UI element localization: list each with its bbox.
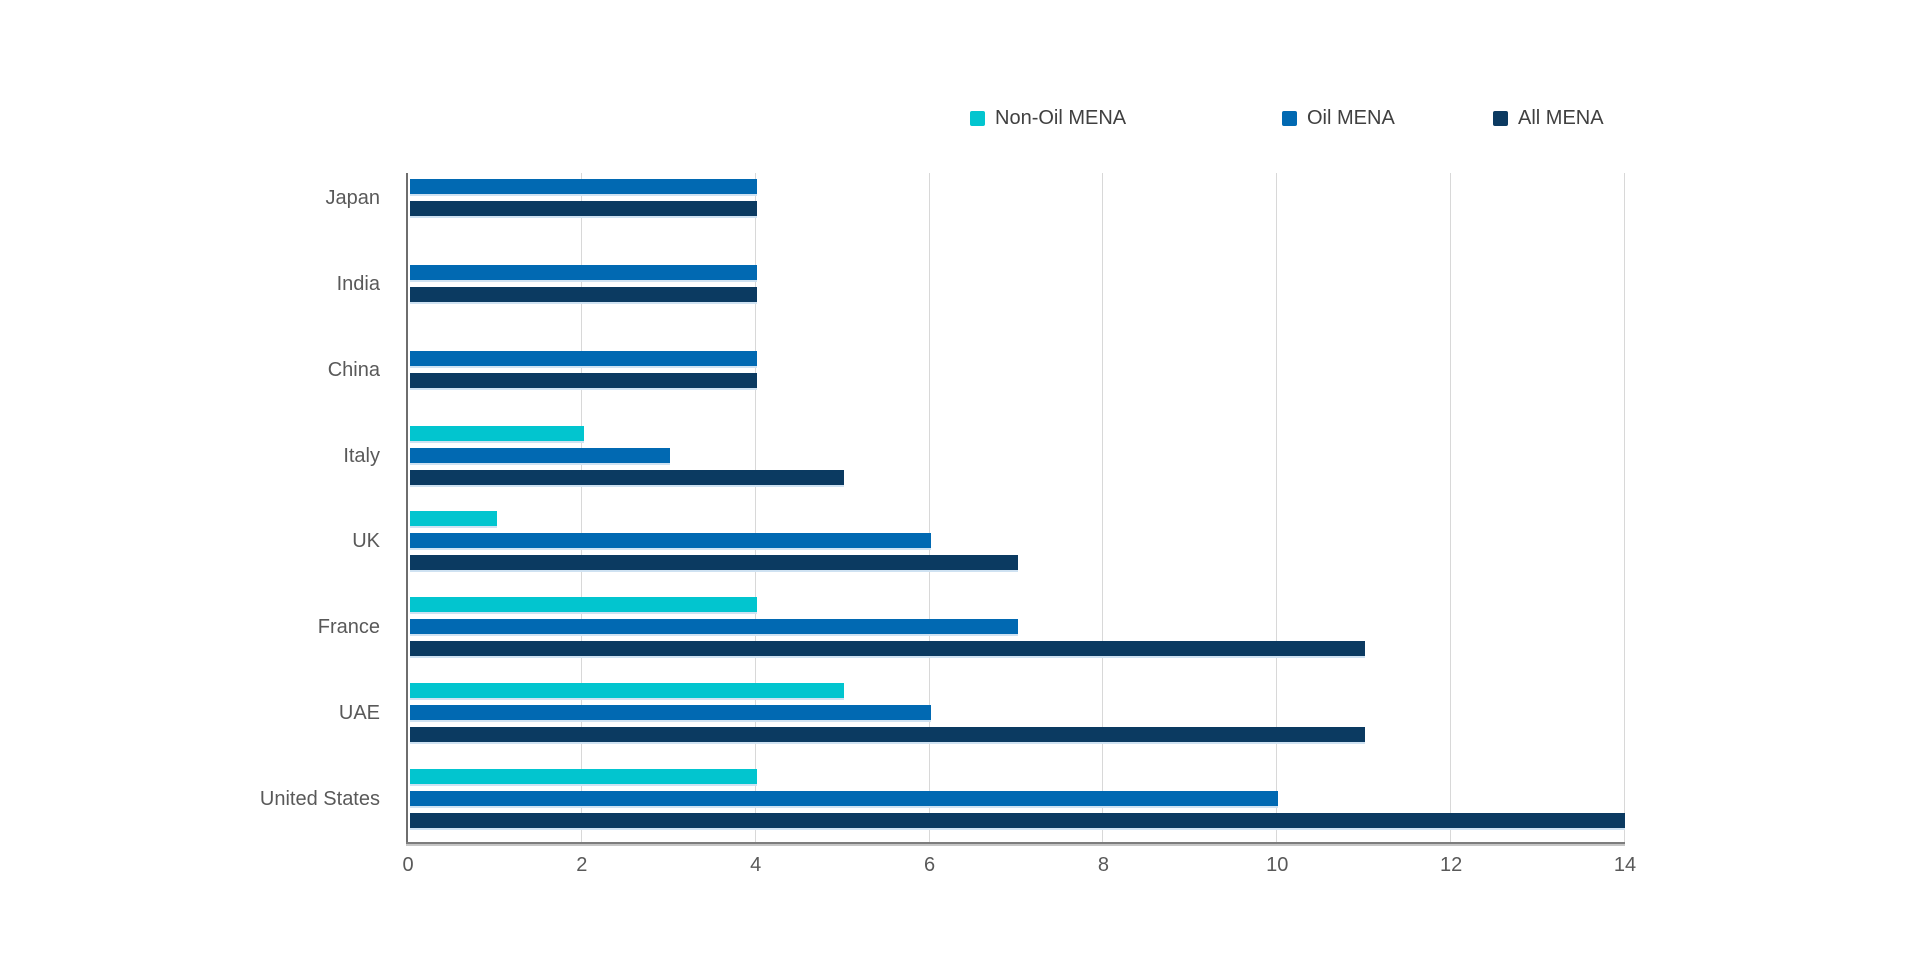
legend-label: All MENA <box>1518 107 1604 129</box>
gridline <box>928 173 930 842</box>
bar-oil-mena <box>410 447 671 465</box>
bar-all-mena <box>410 641 1365 659</box>
bar-oil-mena <box>410 704 931 722</box>
x-axis-tick-label: 12 <box>1440 854 1463 876</box>
bar-non-oil-mena <box>410 597 758 615</box>
category-row-china <box>410 328 1625 414</box>
x-axis-line <box>406 842 1625 844</box>
gridline <box>754 173 756 842</box>
x-axis-tick-label: 14 <box>1613 854 1637 876</box>
category-row-uk <box>410 499 1625 585</box>
legend-item-non-oil-mena: Non-Oil MENA <box>970 103 1126 133</box>
category-row-italy <box>410 413 1625 499</box>
legend-label: Oil MENA <box>1307 107 1395 129</box>
y-axis-label: France <box>317 616 380 639</box>
x-axis-tick-label: 6 <box>924 854 936 876</box>
category-row-uae <box>410 671 1625 757</box>
x-axis-tick-labels: 0 2 4 6 8 10 12 14 <box>402 853 1636 879</box>
bar-oil-mena <box>410 619 1018 637</box>
gridline <box>580 173 582 842</box>
bar-non-oil-mena <box>410 682 844 700</box>
y-axis-line <box>406 173 408 842</box>
y-axis-label: Japan <box>325 187 381 210</box>
legend-swatch-icon <box>1493 110 1508 126</box>
gridline <box>1102 173 1104 842</box>
plot-area <box>406 173 1625 844</box>
bar-non-oil-mena <box>410 768 758 786</box>
bar-oil-mena <box>410 533 931 551</box>
bar-non-oil-mena <box>410 511 497 529</box>
bar-oil-mena <box>410 179 758 197</box>
y-axis-label: UAE <box>338 701 380 724</box>
legend-item-oil-mena: Oil MENA <box>1282 103 1395 133</box>
bar-all-mena <box>410 555 1018 573</box>
bar-oil-mena <box>410 265 758 283</box>
legend-swatch-icon <box>970 110 985 126</box>
legend-swatch-icon <box>1282 110 1297 126</box>
bar-all-mena <box>410 287 758 305</box>
bar-oil-mena <box>410 790 1278 808</box>
gridline <box>1450 173 1452 842</box>
x-axis-tick-label: 2 <box>576 854 588 876</box>
x-axis-tick-label: 0 <box>402 854 414 876</box>
y-axis-label: UK <box>352 530 380 553</box>
x-axis-tick-label: 4 <box>750 854 762 876</box>
chart-legend: Non-Oil MENA Oil MENA All MENA <box>0 103 1920 133</box>
category-row-france <box>410 585 1625 671</box>
bar-all-mena <box>410 469 844 487</box>
bar-all-mena <box>410 372 758 390</box>
x-axis-tick-label: 8 <box>1097 854 1109 876</box>
gridline <box>1276 173 1278 842</box>
bar-all-mena <box>410 726 1365 744</box>
bar-oil-mena <box>410 350 758 368</box>
legend-item-all-mena: All MENA <box>1493 103 1604 133</box>
y-axis-label: China <box>327 358 380 381</box>
gridline <box>1624 173 1625 842</box>
category-row-united-states <box>410 756 1625 842</box>
y-axis-label: Italy <box>343 444 380 467</box>
legend-label: Non-Oil MENA <box>995 107 1127 129</box>
bar-non-oil-mena <box>410 425 584 443</box>
y-axis-labels: Japan India China Italy UK France UAE United St… <box>0 156 394 842</box>
x-axis-tick-label: 10 <box>1266 854 1289 876</box>
category-row-japan <box>410 156 1625 242</box>
bar-groups <box>410 156 1625 842</box>
category-row-india <box>410 242 1625 328</box>
bar-all-mena <box>410 201 758 219</box>
y-axis-label: United States <box>259 787 380 810</box>
bar-all-mena <box>410 812 1625 830</box>
y-axis-label: India <box>336 273 380 296</box>
